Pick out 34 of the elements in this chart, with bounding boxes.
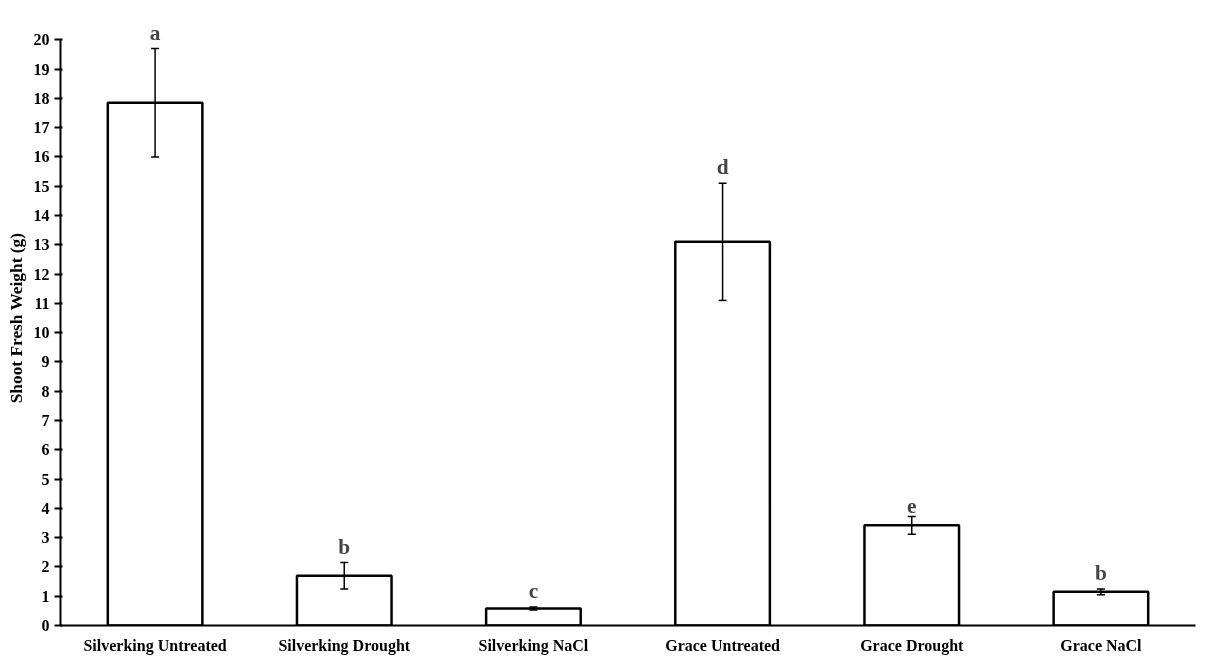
y-tick-label: 10 bbox=[33, 324, 50, 342]
y-tick-label: 19 bbox=[33, 60, 50, 78]
x-tick-label: Silverking Drought bbox=[278, 636, 411, 655]
y-tick-label: 14 bbox=[33, 207, 50, 224]
y-tick-label: 6 bbox=[41, 441, 50, 459]
x-tick-label: Grace Untreated bbox=[665, 636, 781, 654]
y-tick-label: 12 bbox=[33, 265, 50, 283]
y-tick-label: 15 bbox=[33, 177, 50, 195]
y-tick-label: 11 bbox=[34, 294, 50, 312]
annotation: b bbox=[1094, 560, 1107, 585]
y-tick-label: 5 bbox=[41, 470, 50, 488]
annotation: e bbox=[907, 493, 917, 518]
y-tick-label: 8 bbox=[41, 382, 50, 400]
x-tick-label: Silverking Untreated bbox=[83, 636, 227, 655]
y-axis-title: Shoot Fresh Weight (g) bbox=[6, 232, 26, 404]
y-tick-label: 3 bbox=[41, 529, 50, 547]
y-tick-label: 20 bbox=[33, 31, 50, 49]
x-tick-label: Grace Drought bbox=[860, 636, 965, 655]
annotation: b bbox=[338, 534, 351, 559]
annotation: d bbox=[716, 155, 729, 180]
x-tick-label: Grace NaCl bbox=[1060, 636, 1143, 654]
y-tick-label: 9 bbox=[41, 353, 50, 371]
y-tick-label: 13 bbox=[33, 236, 50, 254]
x-tick-label: Silverking NaCl bbox=[478, 636, 589, 655]
annotation: a bbox=[149, 20, 161, 45]
y-tick-label: 17 bbox=[33, 119, 50, 137]
y-tick-label: 7 bbox=[41, 412, 50, 429]
y-tick-label: 18 bbox=[33, 89, 50, 107]
y-tick-label: 1 bbox=[41, 587, 50, 605]
y-tick-label: 2 bbox=[41, 558, 50, 576]
y-tick-label: 16 bbox=[33, 148, 50, 166]
y-tick-label: 4 bbox=[41, 499, 50, 517]
annotation: c bbox=[528, 579, 539, 604]
y-tick-label: 0 bbox=[41, 617, 50, 634]
